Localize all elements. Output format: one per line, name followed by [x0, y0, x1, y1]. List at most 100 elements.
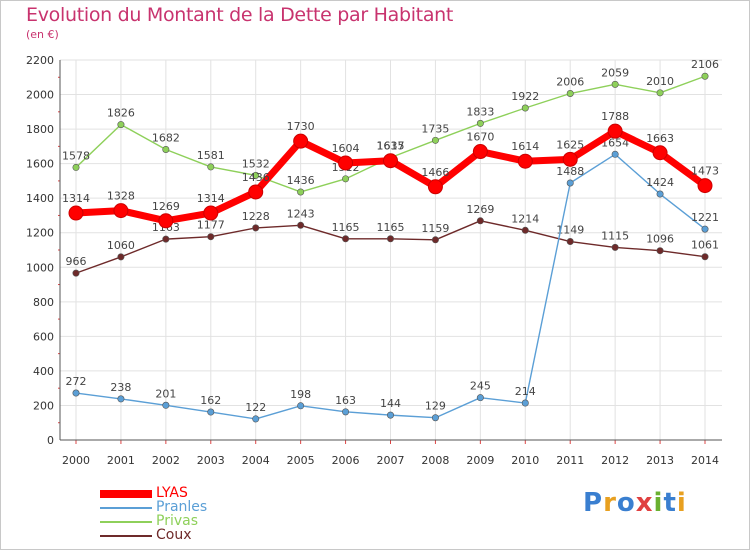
- data-label-lyas: 1269: [152, 200, 180, 213]
- data-label-coux: 1165: [377, 221, 405, 234]
- data-label-privas: 1682: [152, 131, 180, 144]
- logo-letter: i: [653, 488, 664, 518]
- data-label-coux: 1115: [601, 229, 629, 242]
- data-point-coux: [252, 224, 260, 232]
- data-point-lyas: [293, 133, 309, 149]
- legend-swatch: [100, 507, 152, 509]
- data-label-coux: 1159: [421, 222, 449, 235]
- logo-letter: o: [616, 488, 636, 518]
- data-label-coux: 1228: [242, 210, 270, 223]
- x-tick-label: 2014: [691, 454, 719, 467]
- x-tick-label: 2013: [646, 454, 674, 467]
- data-point-coux: [297, 221, 305, 229]
- data-label-coux: 1165: [332, 221, 360, 234]
- y-tick-label: 1400: [26, 192, 54, 205]
- data-label-lyas: 1730: [287, 120, 315, 133]
- data-point-pranles: [611, 150, 619, 158]
- data-label-lyas: 1788: [601, 110, 629, 123]
- data-label-lyas: 1314: [197, 192, 225, 205]
- x-tick-label: 2008: [421, 454, 449, 467]
- y-tick-label: 1200: [26, 227, 54, 240]
- data-label-coux: 1269: [466, 203, 494, 216]
- data-label-lyas: 1670: [466, 131, 494, 144]
- data-point-privas: [117, 121, 125, 129]
- data-point-coux: [566, 238, 574, 246]
- data-point-coux: [701, 253, 709, 261]
- data-point-coux: [611, 243, 619, 251]
- y-tick-label: 1800: [26, 123, 54, 136]
- logo-letter: P: [583, 488, 604, 518]
- x-tick-label: 2009: [466, 454, 494, 467]
- data-label-pranles: 198: [290, 388, 311, 401]
- data-point-privas: [72, 163, 80, 171]
- data-label-pranles: 272: [66, 375, 87, 388]
- data-label-privas: 1826: [107, 107, 135, 120]
- data-label-pranles: 1221: [691, 211, 719, 224]
- data-point-lyas: [607, 123, 623, 139]
- y-tick-label: 600: [33, 330, 54, 343]
- x-tick-label: 2005: [287, 454, 315, 467]
- data-point-coux: [117, 253, 125, 261]
- y-tick-label: 800: [33, 296, 54, 309]
- data-point-pranles: [72, 389, 80, 397]
- data-label-privas: 1635: [377, 140, 405, 153]
- y-tick-label: 1000: [26, 261, 54, 274]
- data-point-lyas: [338, 155, 354, 171]
- data-point-lyas: [427, 179, 443, 195]
- data-label-coux: 1060: [107, 239, 135, 252]
- y-tick-label: 400: [33, 365, 54, 378]
- data-point-privas: [566, 90, 574, 98]
- data-point-privas: [476, 119, 484, 127]
- legend-swatch: [100, 521, 152, 523]
- data-label-pranles: 1488: [556, 165, 584, 178]
- data-point-privas: [611, 80, 619, 88]
- data-label-pranles: 122: [245, 401, 266, 414]
- x-tick-label: 2006: [332, 454, 360, 467]
- data-point-privas: [252, 171, 260, 179]
- data-point-coux: [386, 235, 394, 243]
- data-label-lyas: 1473: [691, 165, 719, 178]
- data-point-coux: [342, 235, 350, 243]
- data-point-lyas: [652, 145, 668, 161]
- legend-label: Coux: [156, 527, 192, 543]
- chart-title: Evolution du Montant de la Dette par Hab…: [26, 4, 454, 26]
- logo-letter: i: [676, 488, 687, 518]
- legend-item-lyas: LYAS: [100, 485, 260, 501]
- data-point-privas: [342, 175, 350, 183]
- logo-letter: r: [603, 488, 617, 518]
- y-tick-label: 2000: [26, 89, 54, 102]
- data-label-pranles: 162: [200, 394, 221, 407]
- x-tick-label: 2011: [556, 454, 584, 467]
- y-tick-label: 1600: [26, 158, 54, 171]
- data-point-privas: [297, 188, 305, 196]
- data-label-pranles: 163: [335, 394, 356, 407]
- data-point-lyas: [517, 153, 533, 169]
- x-tick-label: 2002: [152, 454, 180, 467]
- data-label-coux: 1214: [511, 212, 539, 225]
- legend-label: LYAS: [156, 485, 188, 501]
- logo-letter: t: [663, 488, 677, 518]
- data-label-privas: 1922: [511, 90, 539, 103]
- data-point-lyas: [203, 205, 219, 221]
- data-label-privas: 2006: [556, 76, 584, 89]
- x-tick-label: 2012: [601, 454, 629, 467]
- data-point-coux: [431, 236, 439, 244]
- data-point-pranles: [656, 190, 664, 198]
- data-point-lyas: [68, 205, 84, 221]
- data-point-pranles: [386, 411, 394, 419]
- data-label-coux: 1061: [691, 239, 719, 252]
- legend-swatch: [100, 490, 152, 498]
- data-label-pranles: 144: [380, 397, 401, 410]
- y-tick-label: 200: [33, 399, 54, 412]
- data-label-coux: 1243: [287, 207, 315, 220]
- data-point-privas: [656, 89, 664, 97]
- data-point-lyas: [472, 144, 488, 160]
- data-label-privas: 1532: [242, 157, 270, 170]
- data-point-pranles: [117, 395, 125, 403]
- data-point-coux: [656, 247, 664, 255]
- data-point-pranles: [476, 394, 484, 402]
- data-label-pranles: 238: [110, 381, 131, 394]
- data-label-privas: 1436: [287, 174, 315, 187]
- chart-unit-subtitle: (en €): [26, 28, 59, 41]
- data-label-pranles: 1424: [646, 176, 674, 189]
